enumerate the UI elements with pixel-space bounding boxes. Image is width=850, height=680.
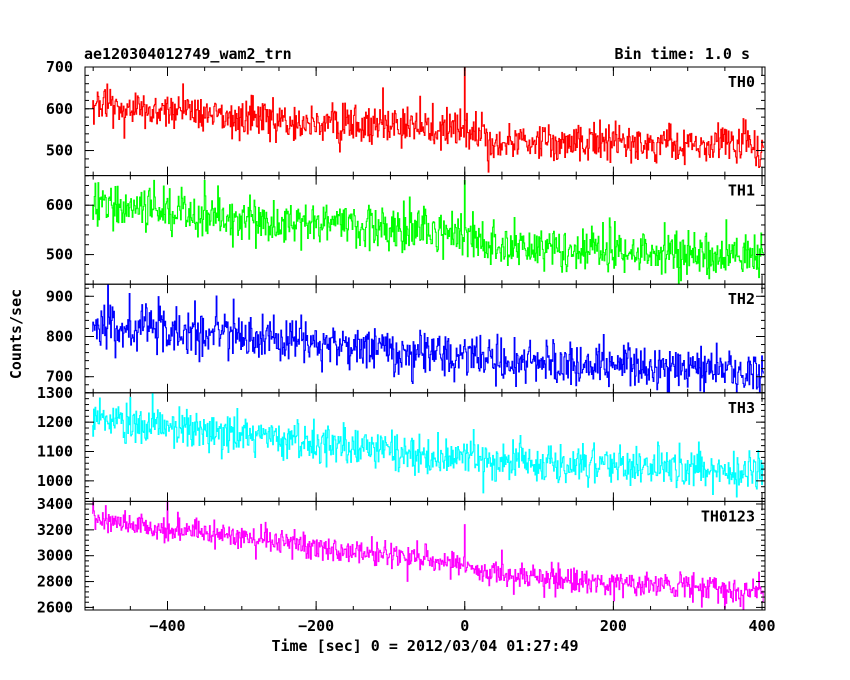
xtick-label: −200 — [298, 617, 334, 635]
bin-time-label: Bin time: 1.0 s — [614, 45, 750, 63]
panel-frame-th1 — [84, 175, 766, 285]
series-th2 — [92, 284, 764, 393]
ytick-label-th0123: 2600 — [37, 598, 73, 616]
y-axis-label: Counts/sec — [7, 288, 25, 380]
ytick-label-th3: 1000 — [37, 472, 73, 490]
panel-label-th0123: TH0123 — [701, 507, 755, 525]
series-th1 — [92, 179, 764, 285]
xtick-label: 400 — [748, 617, 775, 635]
ytick-label-th3: 1100 — [37, 443, 73, 461]
panel-label-th3: TH3 — [728, 399, 755, 417]
ytick-label-th0123: 3400 — [37, 495, 73, 513]
plot-title: ae120304012749_wam2_trn — [84, 45, 292, 63]
series-th0 — [92, 67, 764, 173]
ytick-label-th0: 700 — [46, 58, 73, 76]
xtick-label: 0 — [460, 617, 469, 635]
ytick-label-th0: 600 — [46, 100, 73, 118]
ytick-label-th3: 1200 — [37, 413, 73, 431]
panel-label-th1: TH1 — [728, 182, 755, 200]
ytick-label-th0123: 2800 — [37, 573, 73, 591]
ytick-label-th2: 700 — [46, 368, 73, 386]
series-th3 — [92, 392, 764, 498]
ytick-label-th1: 600 — [46, 196, 73, 214]
ytick-label-th0: 500 — [46, 142, 73, 160]
panel-label-th2: TH2 — [728, 290, 755, 308]
ytick-label-th0123: 3000 — [37, 547, 73, 565]
xtick-label: −400 — [149, 617, 185, 635]
ytick-label-th2: 900 — [46, 287, 73, 305]
ytick-label-th3: 1300 — [37, 384, 73, 402]
ytick-label-th0123: 3200 — [37, 521, 73, 539]
ytick-label-th1: 500 — [46, 246, 73, 264]
ytick-label-th2: 800 — [46, 327, 73, 345]
panel-label-th0: TH0 — [728, 73, 755, 91]
xtick-label: 200 — [600, 617, 627, 635]
x-axis-label: Time [sec] 0 = 2012/03/04 01:27:49 — [271, 637, 579, 655]
series-th0123 — [92, 501, 764, 610]
